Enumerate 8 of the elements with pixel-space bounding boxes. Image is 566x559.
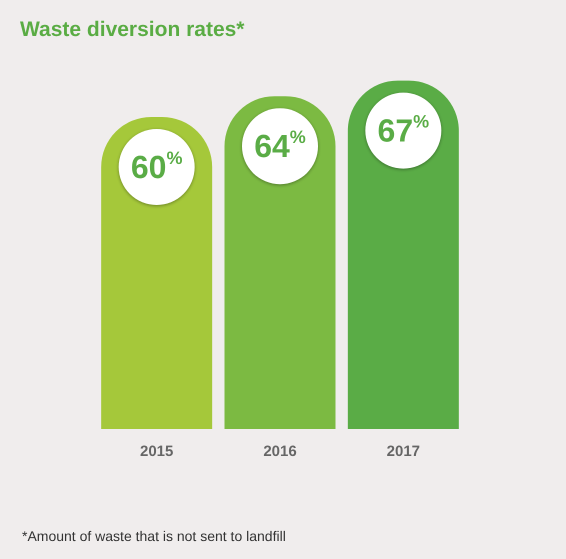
- x-tick-label: 2016: [263, 443, 297, 460]
- data-label: 60%: [130, 148, 182, 185]
- data-label: 67%: [378, 112, 430, 148]
- chart-title: Waste diversion rates*: [20, 18, 244, 42]
- x-tick-label: 2015: [140, 443, 174, 460]
- text: *Amount of waste that is not sent to landfill: [22, 528, 286, 544]
- data-label: 64%: [254, 127, 306, 164]
- x-tick-label: 2017: [386, 443, 420, 460]
